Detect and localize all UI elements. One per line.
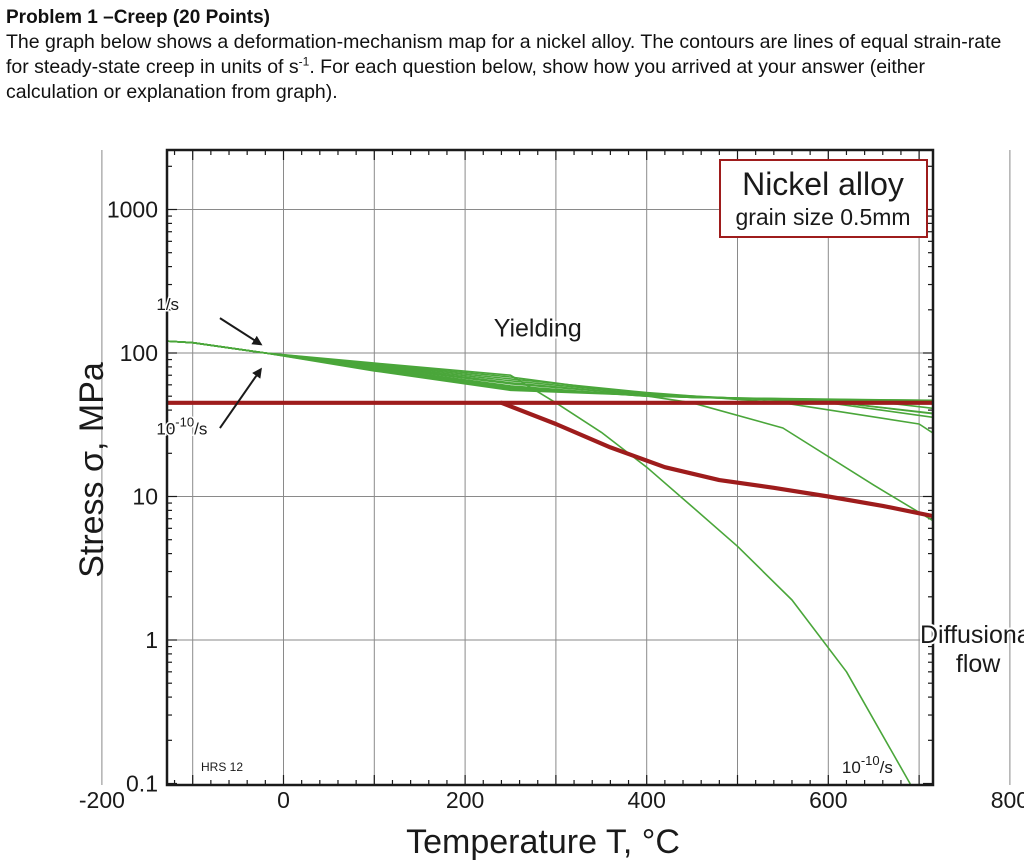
credit-label: HRS 12 [201, 760, 243, 774]
strain-rate-label: 10-10/s [842, 753, 893, 777]
legend-box [719, 159, 928, 238]
y-tick-label: 0.1 [126, 771, 158, 797]
annotation-arrow [219, 317, 263, 346]
field-boundary-line [499, 400, 933, 519]
contour-line [167, 340, 933, 402]
x-tick-label: 800 [991, 787, 1024, 813]
problem-text-part-1: The graph below shows a deformation-mech… [6, 31, 1002, 78]
legend-subtitle: grain size 0.5mm [735, 204, 910, 230]
problem-title: Problem 1 –Creep (20 Points) [6, 7, 270, 28]
units-superscript: -1 [298, 54, 310, 69]
region-label: Diffusional [920, 621, 1024, 649]
contour-line [167, 340, 933, 410]
x-tick-label: 0 [277, 787, 290, 813]
y-tick-label: 10 [132, 484, 158, 510]
x-axis-label: Temperature T, °C [406, 823, 680, 861]
y-axis-label: Stress σ, MPa [73, 362, 111, 578]
x-tick-label: 200 [446, 787, 484, 813]
problem-description: The graph below shows a deformation-mech… [6, 30, 1018, 105]
problem-text-part-2: . For each question below, show how you … [6, 56, 925, 103]
strain-rate-label: 1/s [156, 295, 179, 314]
y-tick-label: 1000 [107, 197, 158, 223]
x-tick-label: 400 [628, 787, 666, 813]
plot-frame [165, 148, 935, 787]
contour-line [167, 340, 933, 415]
series-group [167, 340, 933, 785]
y-tick-label: 1 [145, 627, 158, 653]
legend-title: Nickel alloy [742, 166, 904, 202]
y-tick-label: 100 [120, 340, 158, 366]
contour-line [167, 340, 933, 415]
x-tick-label: -200 [79, 787, 125, 813]
contour-line [167, 340, 933, 402]
problem-statement: Problem 1 –Creep (20 Points) The graph b… [6, 6, 1018, 105]
strain-rate-label: 10-10/s [156, 415, 207, 439]
x-tick-label: 600 [809, 787, 847, 813]
region-label: Yielding [494, 315, 582, 343]
annotation-arrow [219, 367, 262, 429]
region-label: flow [956, 650, 1001, 678]
